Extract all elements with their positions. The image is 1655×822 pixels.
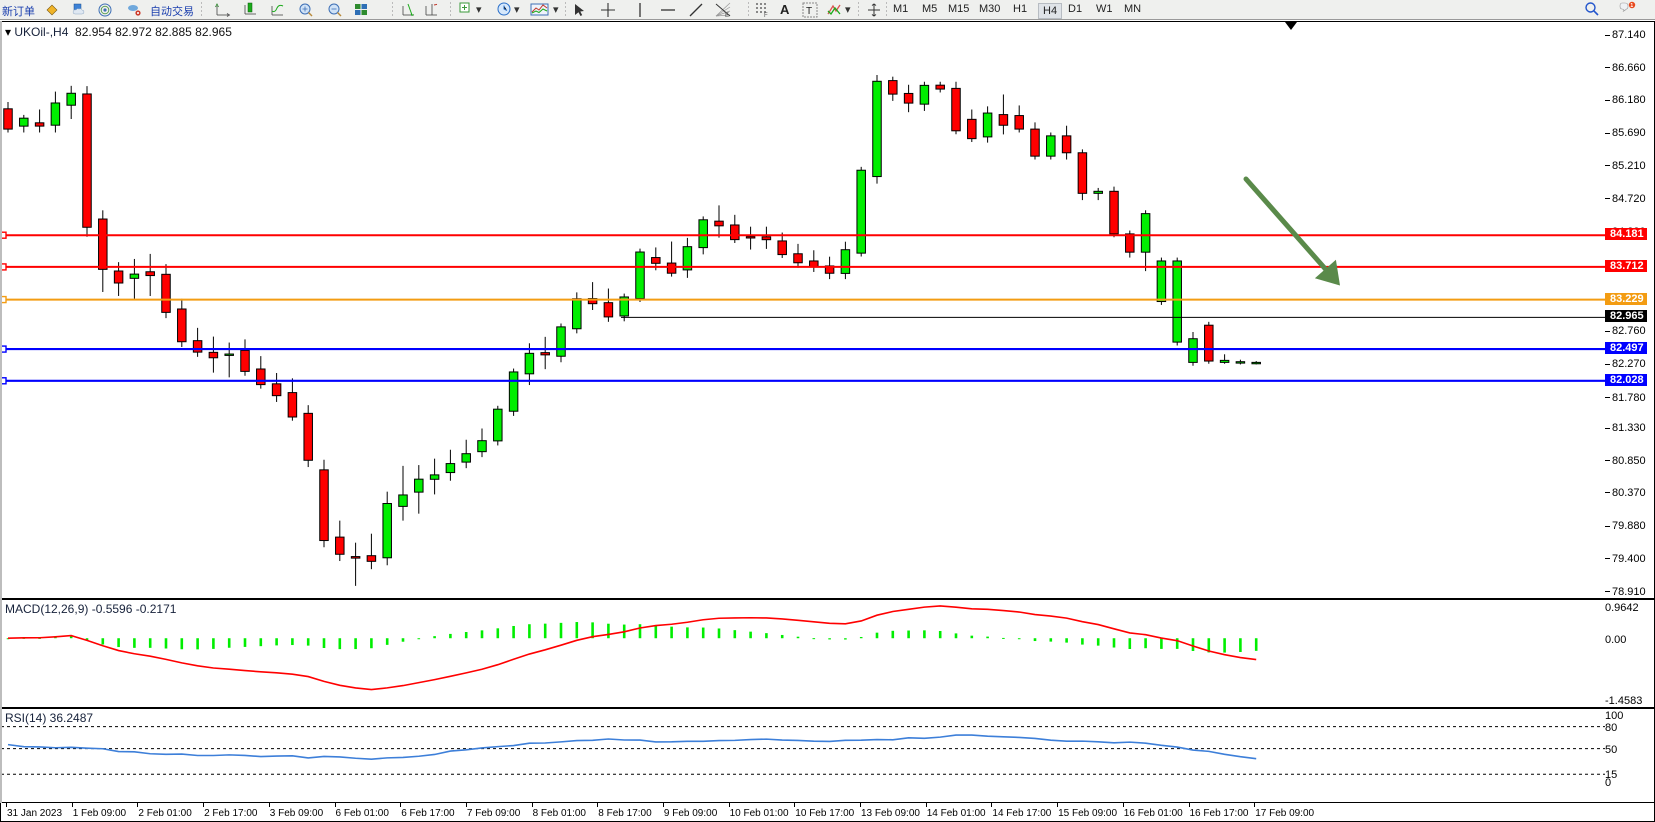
svg-text:E: E [725,13,729,18]
svg-text:T: T [806,6,812,17]
svg-text:F: F [764,13,768,18]
svg-text:1: 1 [1630,3,1633,9]
